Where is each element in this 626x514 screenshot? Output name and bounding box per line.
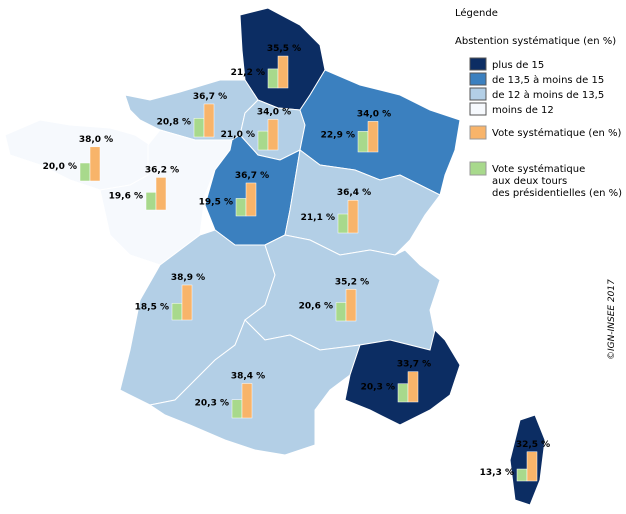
bar-vote: [203, 103, 215, 138]
vote-label: 36,4 %: [337, 188, 371, 198]
legend-label: de 12 à moins de 13,5: [492, 89, 604, 101]
bar-deux-tours: [171, 303, 183, 321]
legend-swatch: [469, 57, 487, 71]
legend-label: Vote systématique (en %): [492, 127, 622, 139]
vote-label: 38,4 %: [231, 371, 265, 381]
legend-label: plus de 15: [492, 60, 544, 71]
vote-label: 33,7 %: [397, 360, 431, 370]
legend-swatch: [469, 72, 487, 86]
deux-tours-label: 19,6 %: [109, 191, 143, 201]
bar-vote: [241, 383, 253, 419]
bar-vote: [267, 119, 279, 151]
bar-deux-tours: [235, 198, 247, 217]
legend-subtitle: Abstention systématique (en %): [455, 35, 616, 47]
bar-deux-tours: [193, 118, 205, 138]
bar-deux-tours: [397, 383, 409, 403]
legend-swatch: [469, 125, 487, 140]
vote-label: 34,0 %: [357, 109, 391, 119]
region: [284, 149, 441, 256]
region: [4, 119, 151, 191]
legend-label: Vote systématique: [492, 163, 585, 175]
vote-label: 34,0 %: [257, 107, 291, 117]
vote-label: 35,5 %: [267, 44, 301, 54]
deux-tours-label: 21,1 %: [301, 213, 335, 223]
bar-deux-tours: [79, 162, 91, 182]
deux-tours-label: 21,2 %: [231, 68, 265, 78]
bar-vote: [347, 199, 359, 234]
bar-vote: [407, 371, 419, 403]
vote-label: 36,7 %: [193, 92, 227, 102]
bar-deux-tours: [145, 192, 157, 211]
bar-vote: [245, 182, 257, 217]
bar-deux-tours: [335, 302, 347, 322]
vote-label: 36,2 %: [145, 165, 179, 175]
vote-label: 38,9 %: [171, 273, 205, 283]
bar-vote: [89, 146, 101, 182]
bar-deux-tours: [357, 131, 369, 153]
deux-tours-label: 19,5 %: [199, 197, 233, 207]
deux-tours-label: 20,8 %: [157, 117, 191, 127]
region: [344, 329, 461, 426]
legend-swatch: [469, 161, 487, 176]
deux-tours-label: 21,0 %: [221, 130, 255, 140]
credit: ©IGN-INSEE 2017: [607, 279, 617, 360]
bar-vote: [345, 289, 357, 322]
legend-swatch: [469, 102, 487, 116]
bar-deux-tours: [267, 68, 279, 89]
legend-swatch: [469, 87, 487, 101]
vote-label: 36,7 %: [235, 171, 269, 181]
deux-tours-label: 22,9 %: [321, 130, 355, 140]
legend-label: aux deux tours: [492, 176, 567, 187]
bar-vote: [155, 177, 167, 211]
vote-label: 38,0 %: [79, 135, 113, 145]
deux-tours-label: 20,3 %: [361, 383, 395, 393]
deux-tours-label: 20,3 %: [195, 399, 229, 409]
bar-vote: [367, 121, 379, 153]
bar-vote: [181, 284, 193, 321]
legend-label: moins de 12: [492, 105, 554, 116]
deux-tours-label: 20,6 %: [299, 301, 333, 311]
legend-label: des présidentielles (en %): [492, 187, 622, 199]
bar-deux-tours: [257, 130, 269, 151]
bar-deux-tours: [516, 468, 528, 482]
bar-deux-tours: [231, 399, 243, 419]
bar-vote: [526, 451, 538, 482]
legend-title: Légende: [455, 7, 498, 19]
bar-deux-tours: [337, 213, 349, 234]
legend-label: de 13,5 à moins de 15: [492, 74, 604, 86]
vote-label: 35,2 %: [335, 277, 369, 287]
deux-tours-label: 20,0 %: [43, 162, 77, 172]
bar-vote: [277, 55, 289, 89]
vote-label: 32,5 %: [516, 440, 550, 450]
deux-tours-label: 18,5 %: [135, 302, 169, 312]
deux-tours-label: 13,3 %: [480, 468, 514, 478]
